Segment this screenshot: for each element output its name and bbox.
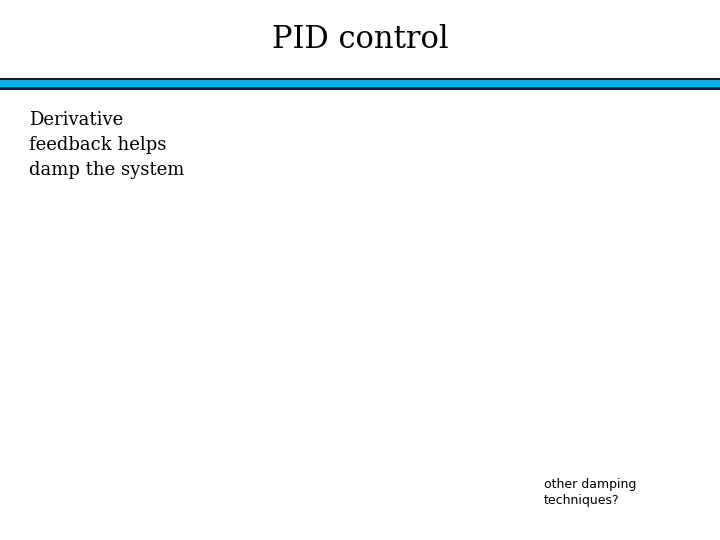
- Bar: [0, 78, 720, 90]
- Text: PID control: PID control: [271, 24, 449, 55]
- Text: Derivative
feedback helps
damp the system: Derivative feedback helps damp the syste…: [29, 111, 184, 179]
- Text: other damping
techniques?: other damping techniques?: [544, 478, 636, 507]
- Bar: [0, 80, 720, 87]
